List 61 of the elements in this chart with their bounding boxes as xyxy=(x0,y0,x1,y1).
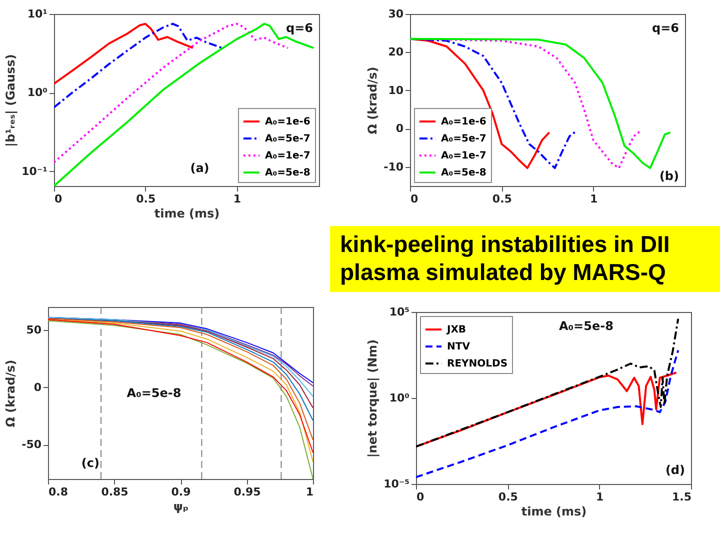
x-tick-label: 0 xyxy=(54,192,62,206)
annotation: A₀=5e-8 xyxy=(559,319,614,333)
y-tick-label: 30 xyxy=(388,8,404,20)
x-tick-label: 0.85 xyxy=(101,486,128,498)
y-tick-label: 20 xyxy=(388,46,404,59)
y-tick-label: 10⁰ xyxy=(27,86,48,100)
text: plasma simulated by MARS-Q xyxy=(340,258,667,286)
y-tick-label: 10⁻⁵ xyxy=(384,478,410,490)
annotation: (d) xyxy=(665,463,685,477)
y-tick-label: 10⁵ xyxy=(389,306,410,318)
x-tick-label: 0 xyxy=(410,192,418,206)
annotation: (c) xyxy=(81,456,100,470)
y-tick-label: 10¹ xyxy=(27,8,48,20)
legend-label: A₀=5e-7 xyxy=(441,134,486,144)
x-tick-label: 0.95 xyxy=(234,486,261,498)
y-axis-title: |net torque| (Nm) xyxy=(366,339,380,458)
annotation: q=6 xyxy=(652,21,679,35)
annotation: A₀=5e-8 xyxy=(126,386,182,400)
x-tick-label: 0.8 xyxy=(48,486,68,498)
x-tick-label: 0.5 xyxy=(492,192,512,206)
y-tick-label: -50 xyxy=(22,438,42,452)
legend-label: JXB xyxy=(446,324,466,336)
y-tick-label: 0 xyxy=(34,380,42,394)
x-tick-label: 1 xyxy=(596,490,604,504)
y-axis-title: |b¹ᵣₑₛ| (Gauss) xyxy=(4,54,18,147)
y-tick-label: 10⁰ xyxy=(389,392,410,404)
y-axis-title: Ω (krad/s) xyxy=(4,360,18,428)
legend-label: REYNOLDS xyxy=(447,358,508,370)
text: kink-peeling instabilities in DII xyxy=(340,230,671,258)
annotation: q=6 xyxy=(286,21,313,35)
annotation: (b) xyxy=(659,169,679,183)
legend-label: A₀=1e-6 xyxy=(265,116,310,128)
legend-label: A₀=5e-8 xyxy=(265,168,310,178)
legend-label: A₀=5e-7 xyxy=(265,134,310,144)
y-tick-label: 10⁻¹ xyxy=(22,164,48,178)
y-axis-title: Ω (krad/s) xyxy=(366,66,380,134)
x-tick-label: 0.9 xyxy=(171,486,191,498)
line-series xyxy=(416,318,680,448)
legend-label: A₀=5e-8 xyxy=(441,168,486,178)
y-tick-label: 10 xyxy=(388,84,404,97)
x-tick-label: 1 xyxy=(590,192,598,206)
line-series xyxy=(54,22,315,186)
y-tick-label: 50 xyxy=(26,323,42,336)
x-tick-label: 1 xyxy=(233,192,242,206)
x-tick-label: 0.5 xyxy=(498,490,518,504)
legend-label: A₀=1e-7 xyxy=(441,150,486,162)
x-axis-title: time (ms) xyxy=(154,206,220,220)
x-tick-label: 0.5 xyxy=(136,192,156,206)
legend-label: NTV xyxy=(447,342,470,352)
y-tick-label: 0 xyxy=(396,122,404,136)
x-axis-title: ψₚ xyxy=(173,500,189,514)
line-series xyxy=(54,22,194,85)
x-tick-label: 0 xyxy=(416,490,424,504)
legend-label: A₀=1e-7 xyxy=(265,150,310,162)
line-series xyxy=(54,22,224,108)
annotation: (a) xyxy=(190,161,210,175)
x-tick-label: 1.5 xyxy=(672,490,692,504)
x-axis-title: time (ms) xyxy=(521,504,587,518)
legend-label: A₀=1e-6 xyxy=(441,116,486,128)
x-tick-label: 1 xyxy=(306,486,314,498)
y-tick-label: -10 xyxy=(384,160,404,174)
